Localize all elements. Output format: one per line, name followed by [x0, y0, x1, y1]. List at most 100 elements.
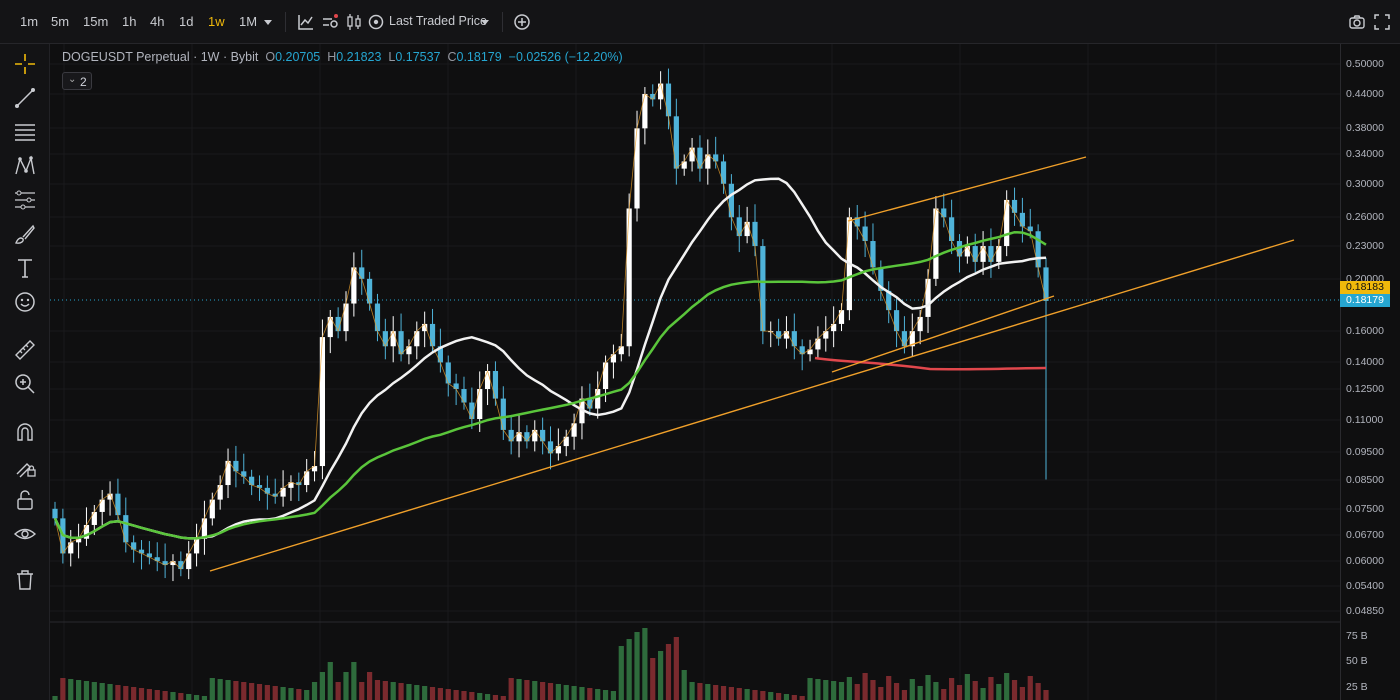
- candle-body: [209, 499, 215, 519]
- ma-green-line: [53, 230, 1047, 540]
- candle-body: [91, 511, 97, 525]
- interval-1M[interactable]: 1M: [239, 14, 258, 29]
- candle-body: [382, 331, 388, 347]
- candle-body: [964, 246, 970, 257]
- indicator-count-toggle[interactable]: ⌄ 2: [62, 72, 92, 90]
- fullscreen-icon[interactable]: [1372, 12, 1392, 32]
- candle-body: [602, 362, 609, 390]
- interval-1m[interactable]: 1m: [20, 14, 39, 29]
- interval-15m[interactable]: 15m: [83, 14, 109, 29]
- interval-1h[interactable]: 1h: [122, 14, 137, 29]
- price-source-select[interactable]: Last Traded Price: [389, 14, 487, 28]
- volume-bar: [587, 688, 593, 700]
- close-key: C: [447, 50, 457, 64]
- brush-icon[interactable]: [13, 222, 37, 246]
- candle-body: [217, 485, 223, 500]
- candle-body: [170, 561, 176, 566]
- candle-body: [186, 553, 192, 570]
- chart-settings-icon[interactable]: [320, 12, 340, 32]
- camera-icon[interactable]: [1347, 12, 1367, 32]
- volume-bar: [642, 628, 648, 700]
- volume-bar: [288, 688, 294, 700]
- volume-bar: [815, 679, 821, 700]
- volume-bar: [1035, 683, 1041, 700]
- volume-bar: [532, 681, 538, 700]
- candle-body: [972, 246, 978, 262]
- trendline-channel-upper: [847, 156, 1087, 222]
- candle-body: [304, 471, 310, 486]
- lock-drawing-icon[interactable]: [13, 454, 37, 478]
- candle-body: [398, 331, 404, 355]
- candle-body: [461, 389, 467, 403]
- emoji-icon[interactable]: [13, 290, 37, 314]
- candle-body: [233, 460, 239, 472]
- interval-1d[interactable]: 1d: [179, 14, 194, 29]
- text-tool-icon[interactable]: [13, 256, 37, 280]
- interval-5m[interactable]: 5m: [51, 14, 70, 29]
- fib-tool-icon[interactable]: [13, 188, 37, 212]
- candle-body: [728, 183, 734, 218]
- candle-type-icon[interactable]: [344, 12, 364, 32]
- high-value: 0.21823: [336, 50, 382, 64]
- candle-body: [587, 398, 593, 409]
- open-value: 0.20705: [275, 50, 321, 64]
- zoom-in-icon[interactable]: [13, 372, 37, 396]
- candle-body: [571, 423, 577, 437]
- eye-icon[interactable]: [13, 522, 37, 546]
- volume-bar: [193, 695, 200, 700]
- unlock-icon[interactable]: [13, 488, 37, 512]
- volume-bar: [728, 687, 734, 700]
- candle-body: [634, 128, 640, 209]
- volume-bar: [162, 691, 168, 700]
- candle-body: [689, 147, 695, 162]
- volume-bar: [115, 685, 121, 700]
- add-plus-icon[interactable]: [512, 12, 532, 32]
- symbol-name[interactable]: DOGEUSDT Perpetual: [62, 50, 190, 64]
- volume-bar: [602, 690, 609, 700]
- volume-bar: [429, 687, 436, 700]
- volume-bar: [579, 687, 585, 700]
- horizontal-lines-icon[interactable]: [13, 120, 37, 144]
- price-axis[interactable]: [1340, 44, 1400, 700]
- candle-body: [241, 471, 247, 477]
- volume-bar: [217, 679, 223, 700]
- candle-body: [736, 217, 742, 237]
- high-key: H: [327, 50, 337, 64]
- candle-body: [453, 383, 459, 390]
- candle-body: [925, 278, 931, 317]
- interval-4h[interactable]: 4h: [150, 14, 165, 29]
- volume-bar: [720, 686, 727, 700]
- volume-bar: [791, 695, 797, 700]
- ohlc-legend: DOGEUSDT Perpetual · 1W · Bybit O0.20705…: [62, 50, 623, 64]
- trash-icon[interactable]: [13, 568, 37, 592]
- interval-dropdown-icon[interactable]: [262, 14, 274, 30]
- price-tick-label: 0.05400: [1346, 580, 1384, 592]
- candle-body: [264, 487, 270, 494]
- volume-bar: [571, 686, 577, 700]
- volume-bar: [807, 678, 813, 700]
- candle-body: [296, 482, 302, 486]
- volume-bar: [382, 681, 388, 700]
- trend-line-icon[interactable]: [13, 86, 37, 110]
- price-tick-label: 0.04850: [1346, 605, 1384, 617]
- candle-body: [595, 389, 601, 409]
- indicators-icon[interactable]: [296, 12, 316, 32]
- volume-bar: [854, 684, 860, 700]
- candle-body: [980, 246, 986, 262]
- volume-bar: [658, 651, 664, 700]
- interval-1w[interactable]: 1w: [208, 14, 225, 29]
- pattern-tool-icon[interactable]: [13, 154, 37, 178]
- candle-body: [52, 508, 58, 519]
- price-source-dropdown-icon[interactable]: [479, 14, 491, 30]
- volume-bar: [909, 679, 915, 700]
- volume-bar: [249, 683, 255, 700]
- ruler-icon[interactable]: [13, 338, 37, 362]
- crosshair-icon[interactable]: [13, 52, 37, 76]
- magnet-icon[interactable]: [13, 420, 37, 444]
- price-source-icon[interactable]: [366, 12, 386, 32]
- candle-body: [618, 346, 624, 355]
- candle-body: [146, 553, 152, 558]
- volume-bar: [445, 689, 451, 700]
- close-value: 0.18179: [456, 50, 502, 64]
